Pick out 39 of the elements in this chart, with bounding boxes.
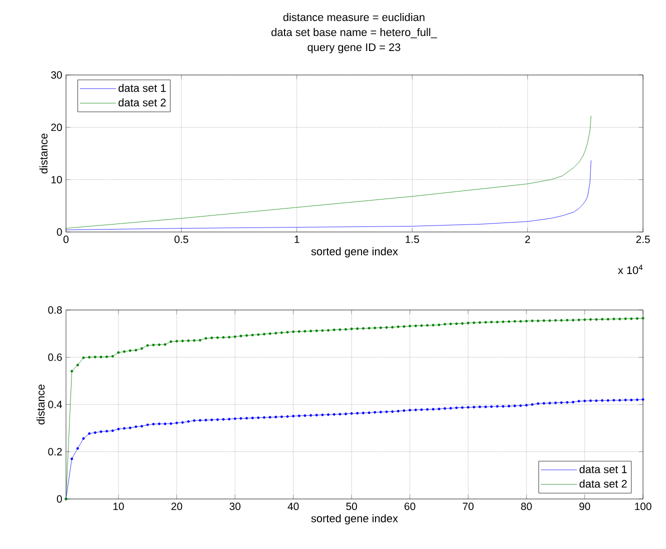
y-tick-label: 0 <box>56 228 62 236</box>
x-tick-label: 1 <box>294 236 300 243</box>
x-tick-label: 90 <box>579 502 590 510</box>
y-tick-label: 20 <box>51 124 62 132</box>
y-tick-label: 0.8 <box>48 306 62 314</box>
x-axis-title: sorted gene index <box>311 514 398 524</box>
x-axis-title: sorted gene index <box>311 247 398 258</box>
x-tick-label: 1.5 <box>406 236 420 243</box>
x-tick-label: 0 <box>64 236 69 244</box>
x-tick-label: 50 <box>346 502 357 510</box>
legend-label: data set 2 <box>118 98 166 106</box>
y-tick-label: 0 <box>56 495 62 503</box>
y-tick-label: 0.6 <box>48 354 62 361</box>
legend-label: data set 1 <box>580 465 627 474</box>
y-axis-title: distance <box>36 384 45 424</box>
x-tick-label: 20 <box>171 502 182 510</box>
chart-title: distance measure = euclidian <box>283 13 424 22</box>
legend-label: data set 1 <box>118 84 166 92</box>
text: query gene ID = 23 <box>308 43 400 54</box>
line-series <box>66 116 592 229</box>
y-tick-label: 10 <box>51 176 62 184</box>
y-tick-label: 0.4 <box>48 400 62 408</box>
line-series <box>66 160 592 230</box>
x-tick-label: 70 <box>462 502 474 510</box>
x-tick-label: 30 <box>230 502 240 510</box>
x-tick-label: 0.5 <box>174 236 188 244</box>
x-tick-label: 10 <box>113 502 124 510</box>
chart-subtitle: data set base name = hetero_full_ <box>271 28 438 38</box>
text: x 10$^{4}$ <box>618 264 643 274</box>
x-tick-label: 2 <box>525 236 530 243</box>
y-tick-label: 30 <box>51 71 62 79</box>
x-tick-label: 40 <box>288 502 299 510</box>
x-tick-label: 100 <box>635 502 652 510</box>
y-axis-title: distance <box>39 134 48 174</box>
x-tick-label: 80 <box>521 502 532 510</box>
y-tick-label: 0.2 <box>48 448 62 456</box>
x-tick-label: 60 <box>404 502 416 510</box>
legend-label: data set 2 <box>580 480 627 488</box>
x-tick-label: 2.5 <box>636 236 650 244</box>
